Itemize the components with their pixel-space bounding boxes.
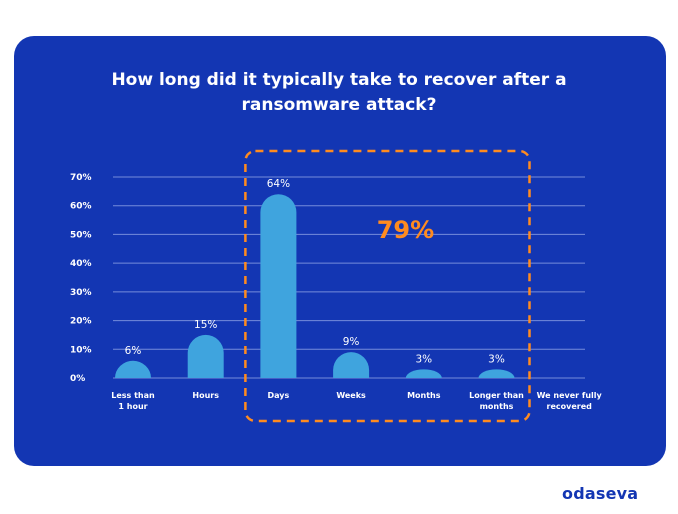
bar-value-label: 64% — [267, 178, 290, 190]
bar — [478, 369, 515, 378]
chart-title-line-2: ransomware attack? — [241, 95, 437, 115]
x-tick-label: Months — [407, 391, 441, 400]
bar — [260, 194, 297, 378]
highlight-box — [244, 149, 531, 423]
highlight-total-label: 79% — [377, 216, 434, 244]
x-tick-label: 1 hour — [118, 402, 147, 411]
bar-value-label: 9% — [343, 336, 360, 348]
bar — [405, 369, 442, 378]
bar-value-label: 6% — [125, 345, 142, 357]
chart-title-line-1: How long did it typically take to recove… — [111, 70, 567, 90]
y-tick-label: 60% — [70, 202, 92, 212]
x-tick-label: Days — [268, 391, 290, 400]
x-tick-label: Longer than — [469, 391, 524, 400]
y-tick-label: 10% — [70, 345, 92, 355]
chart-title: How long did it typically take to recove… — [40, 68, 638, 118]
odaseva-logo: odaseva — [562, 484, 639, 503]
x-tick-label: Less than — [111, 391, 155, 400]
chart-card — [14, 36, 666, 466]
y-tick-label: 70% — [70, 173, 92, 183]
y-tick-label: 0% — [70, 374, 85, 384]
y-tick-label: 30% — [70, 288, 92, 298]
y-tick-label: 40% — [70, 259, 92, 269]
bar-value-label: 15% — [194, 319, 217, 331]
bar-value-label: 3% — [415, 353, 432, 365]
x-tick-label: Hours — [192, 391, 219, 400]
x-tick-label: We never fully — [537, 391, 603, 400]
bar-value-label: 3% — [488, 353, 505, 365]
bar — [333, 352, 370, 378]
y-tick-label: 50% — [70, 230, 92, 240]
x-tick-label: months — [480, 402, 514, 411]
x-tick-label: recovered — [547, 402, 593, 411]
bar — [115, 360, 151, 378]
y-tick-label: 20% — [70, 317, 92, 327]
x-tick-label: Weeks — [336, 391, 366, 400]
bar — [187, 334, 224, 378]
